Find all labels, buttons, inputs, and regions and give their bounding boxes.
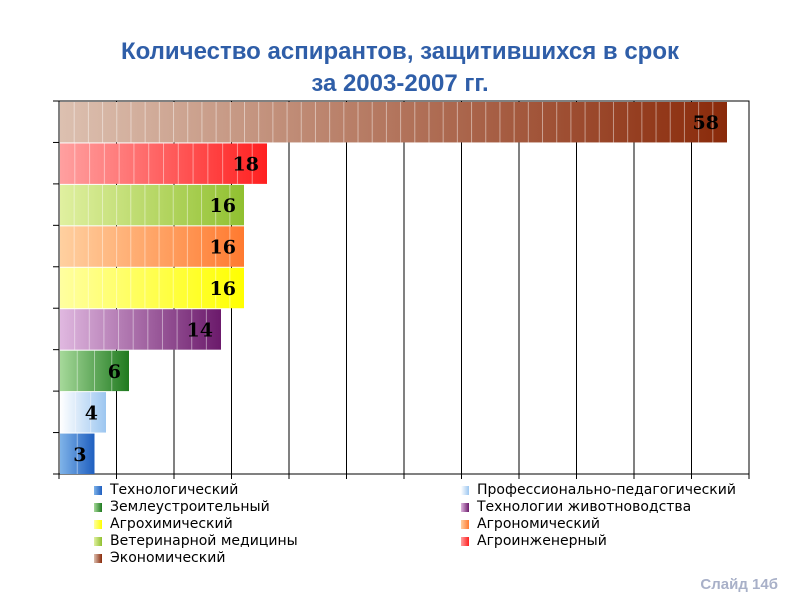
bar-6 (60, 226, 244, 267)
legend-label: Профессионально-педагогический (477, 482, 736, 498)
legend-label: Экономический (110, 550, 226, 566)
legend-label: Ветеринарной медицины (110, 533, 298, 549)
data-label-9: 58 (693, 112, 719, 134)
legend-label: Агроинженерный (477, 533, 607, 549)
data-label-5: 16 (210, 278, 236, 300)
legend-swatch (461, 520, 469, 529)
data-label-6: 16 (210, 237, 236, 259)
data-label-1: 3 (73, 444, 86, 466)
bar-3 (60, 350, 129, 392)
legend-label: Агрохимический (110, 516, 233, 532)
data-label-2: 4 (85, 402, 98, 424)
bar-2 (60, 392, 106, 433)
legend-label: Технологии животноводства (477, 499, 692, 515)
legend-swatch (94, 520, 102, 529)
slide-number: Слайд 14б (700, 576, 778, 593)
legend-label: Агрономический (477, 516, 600, 532)
bar-7 (60, 184, 244, 226)
bar-1 (60, 433, 95, 474)
data-label-7: 16 (210, 195, 236, 217)
data-label-8: 18 (233, 154, 259, 176)
legend-swatch (94, 537, 102, 546)
legend-swatch (94, 503, 102, 512)
chart-title-line-2: за 2003-2007 гг. (311, 70, 489, 97)
data-label-4: 14 (187, 319, 213, 341)
legend-swatch (461, 486, 469, 495)
chart-title-line-1: Количество аспирантов, защитившихся в ср… (120, 38, 680, 65)
legend-swatch (94, 554, 102, 563)
legend-swatch (94, 486, 102, 495)
legend-swatch (461, 537, 469, 546)
legend-swatch (461, 503, 469, 512)
data-label-3: 6 (108, 361, 121, 383)
bar-4 (60, 309, 221, 350)
bar-5 (60, 267, 244, 309)
legend-label: Технологический (110, 482, 239, 498)
legend-label: Землеустроительный (110, 499, 270, 515)
bar-9 (60, 102, 727, 143)
bar-8 (60, 143, 267, 184)
